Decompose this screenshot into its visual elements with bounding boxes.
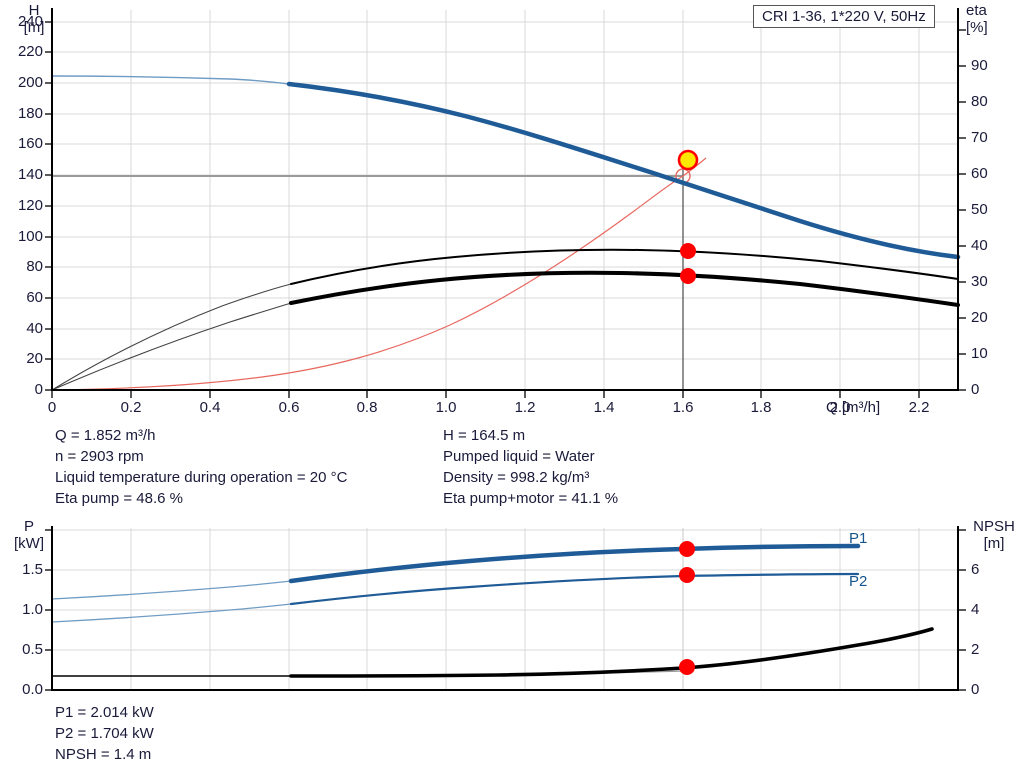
eta-pump-curve <box>290 248 959 285</box>
p2-series-label: P2 <box>849 573 868 590</box>
p-tick-1p5: 1.5 <box>22 561 43 578</box>
npsh-tick-0: 0 <box>971 681 980 698</box>
p-tick-0p0: 0.0 <box>22 681 43 698</box>
top-y-tick-0: 0 <box>34 381 43 398</box>
bottom-y-right-axis-title: NPSH [m] <box>973 518 1015 552</box>
top-x-tick-1p2: 1.2 <box>514 399 536 416</box>
eta-pump-duty-dot <box>680 243 696 259</box>
top-x-tick-1p6: 1.6 <box>672 399 694 416</box>
eta-tick-20: 20 <box>971 309 988 326</box>
top-chart-x-ticks <box>51 390 920 398</box>
eta-tick-0: 0 <box>971 381 980 398</box>
bottom-chart-right-ticks <box>958 529 966 691</box>
duty-info-q: Q = 1.852 m³/h <box>55 427 156 444</box>
p-tick-1p0: 1.0 <box>22 601 43 618</box>
top-x-tick-1p8: 1.8 <box>750 399 772 416</box>
npsh-tick-6: 6 <box>971 561 980 578</box>
duty-info-liqtemp: Liquid temperature during operation = 20… <box>55 469 348 486</box>
duty-info-etapump: Eta pump = 48.6 % <box>55 490 183 507</box>
top-x-tick-1p4: 1.4 <box>593 399 615 416</box>
p2-duty-dot <box>679 567 695 583</box>
top-y-tick-180: 180 <box>17 105 43 122</box>
top-x-axis-title: Q [m³/h] <box>826 399 881 416</box>
bottom-chart-left-ticks <box>45 529 52 691</box>
eta-tick-90: 90 <box>971 57 988 74</box>
top-y-tick-100: 100 <box>17 228 43 245</box>
top-y-tick-20: 20 <box>26 350 43 367</box>
eta-tick-50: 50 <box>971 201 988 218</box>
power-info-p1: P1 = 2.014 kW <box>55 704 154 721</box>
top-y-tick-220: 220 <box>17 43 43 60</box>
p1-series-label: P1 <box>849 530 868 547</box>
power-info-npsh: NPSH = 1.4 m <box>55 746 152 763</box>
eta-pump-motor-duty-dot <box>680 268 696 284</box>
npsh-tick-4: 4 <box>971 601 980 618</box>
top-y-tick-60: 60 <box>26 289 43 306</box>
top-y-tick-240: 240 <box>17 13 43 30</box>
head-duty-point-marker <box>677 149 699 171</box>
head-curve-thin <box>51 75 290 85</box>
eta-tick-40: 40 <box>971 237 988 254</box>
top-y-tick-40: 40 <box>26 320 43 337</box>
eta-pump-motor-curve-thin <box>51 302 292 391</box>
eta-tick-60: 60 <box>971 165 988 182</box>
p1-curve <box>288 543 861 584</box>
chart-legend-title: CRI 1-36, 1*220 V, 50Hz <box>753 5 935 28</box>
head-curve <box>286 81 961 260</box>
npsh-tick-2: 2 <box>971 641 980 658</box>
top-y-tick-200: 200 <box>17 74 43 91</box>
eta-tick-30: 30 <box>971 273 988 290</box>
top-x-tick-0: 0 <box>47 399 57 416</box>
top-chart-left-ticks <box>45 21 52 391</box>
top-chart-right-ticks <box>958 29 966 391</box>
duty-info-etatotal: Eta pump+motor = 41.1 % <box>443 490 619 507</box>
bottom-y-left-axis-title: P [kW] <box>14 518 44 552</box>
red-system-curve <box>51 175 684 391</box>
top-x-tick-1p0: 1.0 <box>435 399 457 416</box>
top-x-tick-2p0: 2.0 <box>829 399 851 416</box>
power-info-p2: P2 = 1.704 kW <box>55 725 154 742</box>
duty-info-liquid: Pumped liquid = Water <box>443 448 595 465</box>
top-y-tick-160: 160 <box>17 135 43 152</box>
duty-info-h: H = 164.5 m <box>443 427 526 444</box>
top-y-tick-80: 80 <box>26 258 43 275</box>
top-y-left-axis-title: H [m] <box>23 2 45 36</box>
top-y-tick-140: 140 <box>17 166 43 183</box>
p1-duty-dot <box>679 541 695 557</box>
eta-pump-curve-thin <box>51 283 292 391</box>
eta-tick-80: 80 <box>971 93 988 110</box>
top-x-tick-2p2: 2.2 <box>908 399 930 416</box>
eta-tick-70: 70 <box>971 129 988 146</box>
p2-curve <box>289 572 860 606</box>
npsh-curve <box>289 627 934 678</box>
eta-pump-motor-curve <box>289 270 960 307</box>
duty-info-density: Density = 998.2 kg/m³ <box>443 469 590 486</box>
top-y-tick-120: 120 <box>17 197 43 214</box>
bottom-chart-grid <box>51 528 958 690</box>
top-y-right-axis-title: eta [%] <box>966 2 988 36</box>
p2-curve-thin <box>51 603 292 623</box>
duty-info-n: n = 2903 rpm <box>55 448 144 465</box>
top-x-tick-0p2: 0.2 <box>120 399 142 416</box>
npsh-duty-dot <box>679 659 695 675</box>
p-tick-0p5: 0.5 <box>22 641 43 658</box>
top-chart-grid <box>51 10 958 390</box>
p1-curve-thin <box>51 580 292 600</box>
top-x-tick-0p6: 0.6 <box>278 399 300 416</box>
top-x-tick-0p4: 0.4 <box>199 399 221 416</box>
eta-tick-10: 10 <box>971 345 988 362</box>
top-x-tick-0p8: 0.8 <box>356 399 378 416</box>
